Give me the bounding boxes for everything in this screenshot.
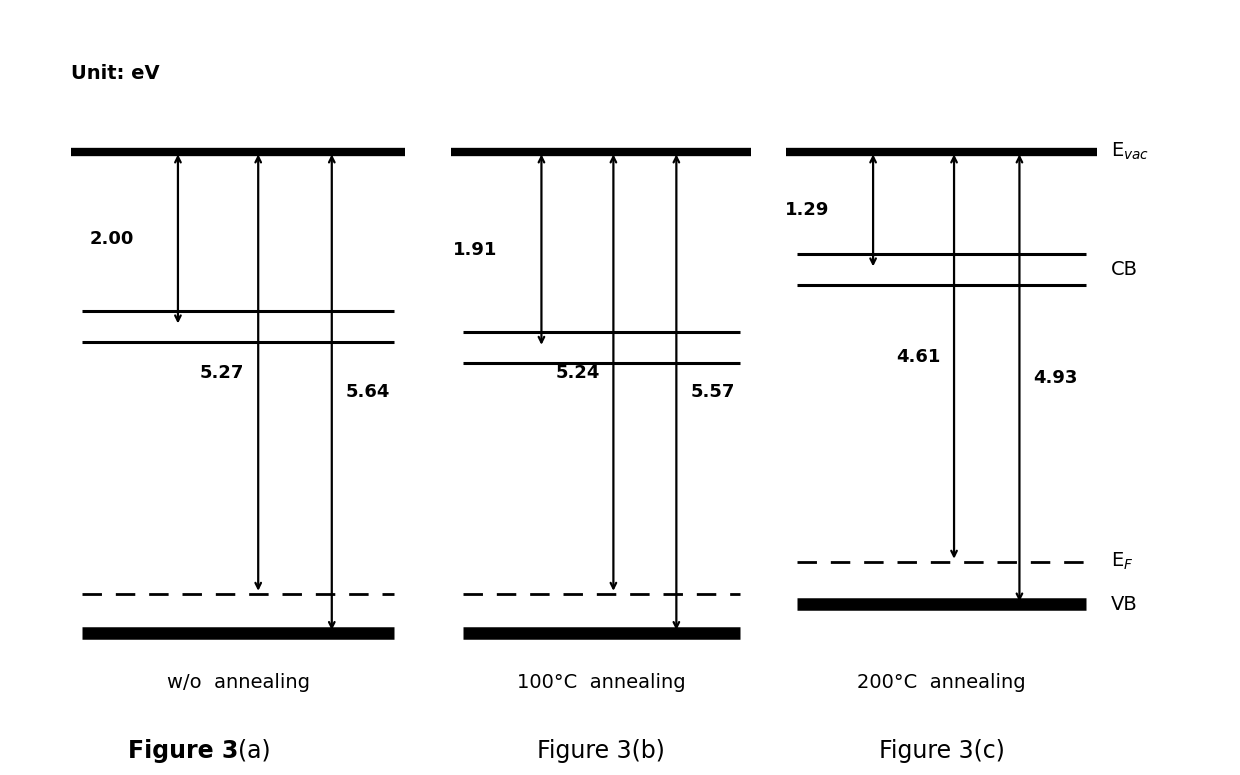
Text: 5.57: 5.57 (691, 383, 734, 401)
Text: Figure 3(c): Figure 3(c) (879, 739, 1004, 763)
Text: 200°C  annealing: 200°C annealing (857, 673, 1025, 692)
Text: 2.00: 2.00 (89, 230, 134, 248)
Text: 100°C  annealing: 100°C annealing (517, 673, 686, 692)
Text: 4.61: 4.61 (895, 347, 940, 366)
Text: 1.91: 1.91 (454, 240, 497, 259)
Text: CB: CB (1111, 260, 1138, 279)
Text: (a): (a) (238, 739, 270, 763)
Text: 5.27: 5.27 (200, 363, 244, 381)
Text: Figure 3: Figure 3 (128, 739, 238, 763)
Text: 5.24: 5.24 (556, 363, 600, 381)
Text: 1.29: 1.29 (785, 202, 830, 219)
Text: w/o  annealing: w/o annealing (166, 673, 310, 692)
Text: E$_F$: E$_F$ (1111, 551, 1133, 572)
Text: 4.93: 4.93 (1033, 369, 1078, 387)
Text: E$_{vac}$: E$_{vac}$ (1111, 141, 1149, 162)
Text: Figure 3(b): Figure 3(b) (537, 739, 666, 763)
Text: VB: VB (1111, 595, 1138, 614)
Text: Unit: eV: Unit: eV (71, 64, 160, 83)
Text: 5.64: 5.64 (346, 383, 391, 401)
